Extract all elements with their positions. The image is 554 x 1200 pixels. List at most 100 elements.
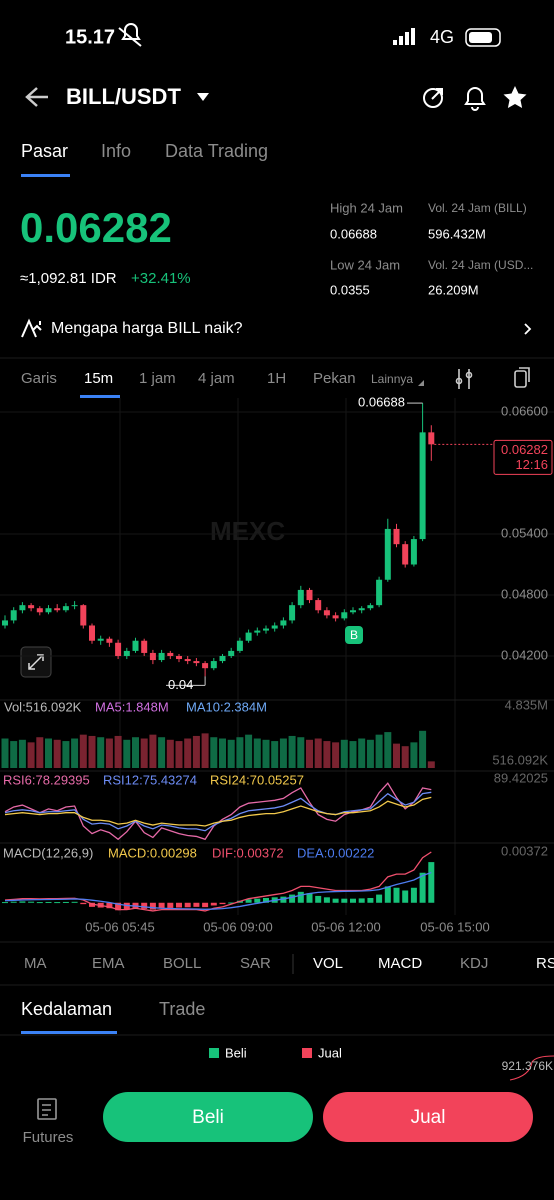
macd-legend: MACD:0.00298 (108, 845, 197, 860)
volume-bar (279, 738, 287, 768)
indicator[interactable]: EMA (92, 955, 125, 972)
indicator[interactable]: SAR (240, 955, 271, 972)
tab[interactable]: Data Trading (165, 141, 268, 161)
indicator[interactable]: KDJ (460, 955, 488, 972)
indicator[interactable]: BOLL (163, 955, 201, 972)
volume-bar (262, 739, 270, 768)
macd-bar (184, 902, 191, 908)
nav-label[interactable]: Futures (23, 1129, 74, 1146)
interval[interactable]: Pekan (313, 370, 356, 387)
banner-text[interactable]: Mengapa harga BILL naik? (51, 320, 243, 337)
macd-bar (306, 893, 313, 903)
volume-bar (1, 738, 9, 768)
sell-button[interactable] (323, 1092, 533, 1142)
last-price: 0.06282 (20, 204, 172, 251)
macd-bar (141, 902, 148, 909)
macd-title: MACD(12,26,9) (3, 845, 93, 860)
settings-icon[interactable] (455, 369, 473, 389)
candle-body (332, 615, 339, 619)
macd-bar (54, 902, 61, 904)
indicator[interactable]: MACD (378, 955, 422, 972)
volume-bar (97, 737, 105, 768)
indicator[interactable]: RS (536, 955, 554, 972)
candle-body (193, 661, 200, 664)
buy-label[interactable]: Beli (192, 1107, 224, 1128)
interval[interactable]: Garis (21, 370, 57, 387)
macd-bar (123, 902, 130, 910)
candle-body (219, 655, 226, 662)
candle-body (384, 528, 391, 580)
volume-bar (358, 738, 366, 768)
dropdown (418, 380, 424, 386)
macd-bar (376, 894, 383, 903)
macd-bar (254, 898, 261, 903)
volume-bar (271, 741, 279, 768)
interval[interactable]: 1H (267, 370, 286, 387)
depth-tab[interactable]: Trade (159, 999, 205, 1019)
candle-body (236, 640, 243, 651)
macd-bar (36, 902, 43, 904)
pair-title[interactable]: BILL/USDT (66, 84, 181, 109)
tab[interactable]: Pasar (21, 141, 68, 161)
macd-tick-label: 0.00372 (501, 843, 548, 858)
candle-body (202, 663, 209, 669)
stat-label: Vol. 24 Jam (BILL) (428, 201, 527, 215)
macd-bar (315, 895, 322, 903)
volume-bar (175, 741, 183, 768)
back-button[interactable] (25, 87, 48, 107)
volume-bar (166, 739, 174, 768)
battery-level (469, 32, 492, 43)
candle-body (10, 610, 17, 621)
alert-button[interactable] (464, 87, 486, 111)
macd-bar (289, 894, 296, 903)
price-change: +32.41% (131, 270, 191, 287)
macd-bar (410, 887, 417, 903)
volume-bar (419, 730, 427, 768)
candle-body (106, 638, 113, 643)
macd-bar (71, 901, 78, 903)
volume-bar (253, 738, 261, 768)
futures-icon[interactable] (37, 1098, 57, 1120)
volume-bar (236, 737, 244, 768)
candle-body (393, 528, 400, 545)
pair-dropdown[interactable] (197, 93, 209, 101)
macd-bar (45, 901, 52, 903)
volume-bar (427, 761, 435, 768)
depth-tab[interactable]: Kedalaman (21, 999, 112, 1019)
volume-bar (184, 738, 192, 768)
indicator[interactable]: MA (24, 955, 47, 972)
fullscreen-icon[interactable] (514, 367, 530, 388)
indicator[interactable]: VOL (313, 955, 343, 972)
interval[interactable]: 1 jam (139, 370, 176, 387)
volume-bar (314, 738, 322, 768)
macd-bar (19, 901, 26, 903)
macd-bar (62, 901, 69, 903)
volume-bar (114, 735, 122, 768)
interval[interactable]: 4 jam (198, 370, 235, 387)
macd-bar (428, 862, 435, 903)
buy-button[interactable] (103, 1092, 313, 1142)
favorite-button[interactable] (503, 86, 527, 108)
macd-bar (158, 902, 165, 909)
sell-label[interactable]: Jual (411, 1107, 446, 1128)
tab[interactable]: Info (101, 141, 131, 161)
time-label: 05-06 12:00 (311, 919, 380, 934)
interval[interactable]: 15m (84, 370, 113, 387)
interval[interactable]: Lainnya (371, 372, 413, 386)
mute-icon (118, 23, 142, 47)
macd-bar (10, 901, 17, 903)
candle-body (410, 539, 417, 565)
chevron[interactable] (524, 323, 532, 335)
candle-body (45, 608, 52, 613)
share-button[interactable] (423, 88, 443, 108)
depth-value: 921.376K (502, 1059, 553, 1073)
last-price-box (493, 439, 553, 475)
candle-body (306, 589, 313, 601)
candle-body (123, 650, 130, 656)
candle-body (54, 608, 61, 611)
candle-body (280, 620, 287, 626)
last-price-label: 0.06282 (501, 442, 548, 457)
macd-bar (228, 902, 235, 904)
candle-body (341, 612, 348, 619)
volume-bar (79, 734, 87, 768)
